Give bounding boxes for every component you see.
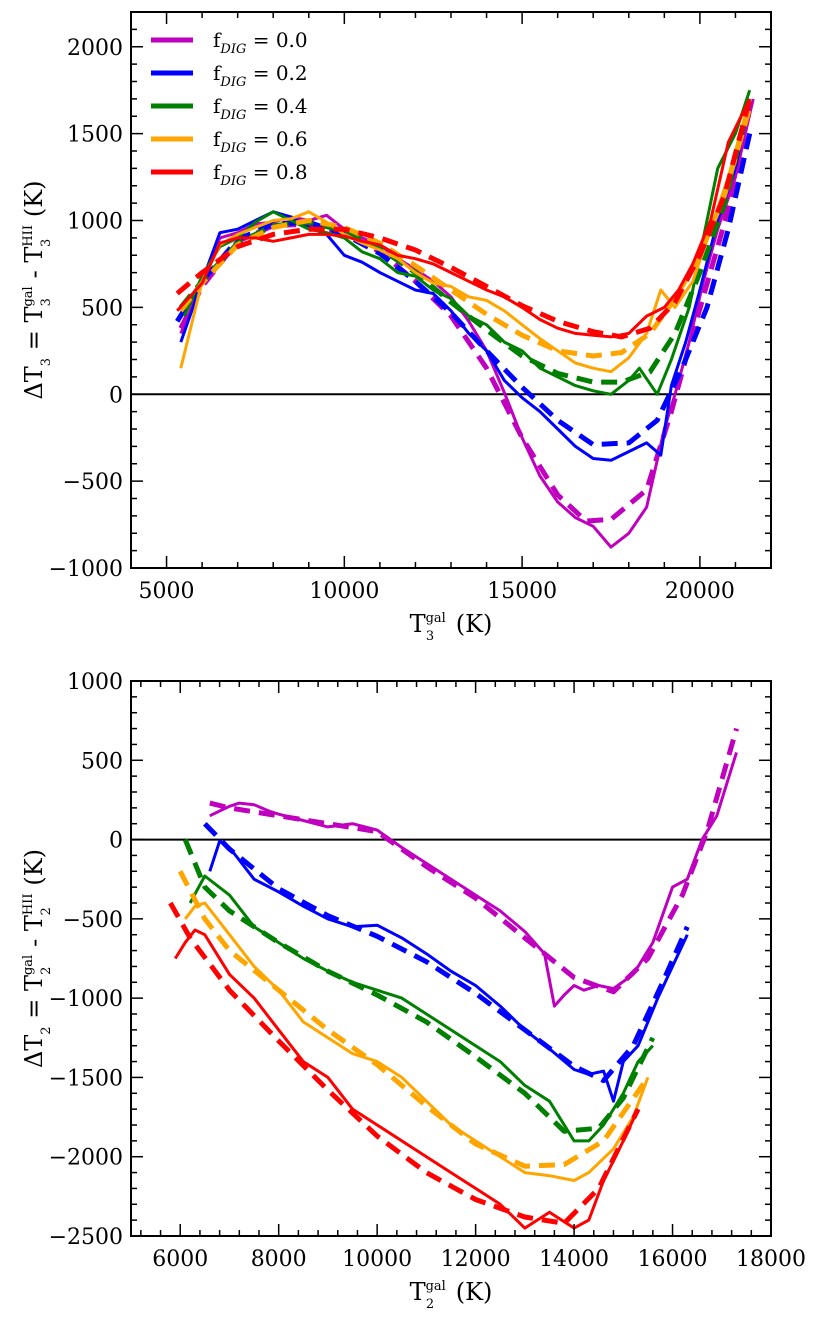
y-tick-label: −2000 (49, 1146, 123, 1171)
y-tick-label: 1500 (67, 123, 123, 148)
x-tick-label: 12000 (441, 1247, 511, 1272)
x-tick-label: 20000 (665, 579, 735, 604)
series-solid-line-3 (179, 98, 752, 374)
legend-label: fDIG = 0.6 (213, 127, 308, 156)
y-tick-label: −500 (63, 908, 123, 933)
y-tick-label: −1000 (49, 987, 123, 1012)
x-tick-label: 8000 (251, 1247, 307, 1272)
series-solid-line-4 (176, 98, 752, 339)
series-dashed-fit-0 (209, 727, 739, 995)
x-tick-label: 10000 (309, 579, 379, 604)
x-axis-label: Tgal 3 (K) (410, 610, 493, 644)
y-tick-label: 1000 (67, 210, 123, 235)
series-dashed-fit-2 (182, 838, 656, 1134)
x-tick-label: 18000 (736, 1247, 806, 1272)
y-tick-label: 2000 (67, 36, 123, 61)
series-dashed-fit-0 (178, 132, 753, 524)
x-tick-label: 5000 (139, 579, 195, 604)
series-dashed-fit-4 (168, 901, 641, 1226)
x-tick-label: 6000 (152, 1247, 208, 1272)
legend-label: fDIG = 0.2 (213, 61, 308, 90)
x-axis-label: Tgal 2 (K) (410, 1278, 493, 1312)
x-tick-label: 15000 (487, 579, 557, 604)
x-tick-label: 16000 (638, 1247, 708, 1272)
y-axis-label: ΔT2 = Tgal 2 - THII 2 (K) (20, 849, 54, 1068)
plot-frame (130, 680, 772, 1237)
series-solid-line-3 (184, 901, 650, 1182)
legend-label: fDIG = 0.4 (213, 94, 308, 123)
legend-label: fDIG = 0.8 (213, 160, 308, 189)
y-axis-label: ΔT3 = Tgal 3 - THII 3 (K) (20, 180, 54, 399)
series-solid-line-1 (179, 98, 752, 462)
chart-bottom: 6000 8000 10000 12000 14000 16000 18000−2500−2… (20, 670, 806, 1312)
y-tick-label: −1000 (49, 557, 123, 582)
y-tick-label: 500 (81, 296, 123, 321)
y-tick-label: 1000 (67, 670, 123, 695)
legend-label: fDIG = 0.0 (213, 28, 308, 57)
x-tick-label: 14000 (539, 1247, 609, 1272)
series-dashed-fit-3 (177, 870, 650, 1169)
x-tick-label: 10000 (342, 1247, 412, 1272)
series-solid-line-1 (208, 839, 689, 1103)
plot-frame (130, 11, 772, 569)
series-solid-line-4 (174, 928, 640, 1230)
y-tick-label: 0 (109, 829, 123, 854)
y-tick-label: −1500 (49, 1066, 123, 1091)
series-solid-line-2 (188, 874, 654, 1143)
y-tick-label: −500 (63, 470, 123, 495)
y-tick-label: 500 (81, 749, 123, 774)
chart-top: 5000 10000 15000 20000 −1000 −500 0 500 1000 1500… (20, 11, 772, 644)
legend: fDIG = 0.0 fDIG = 0.2 fDIG = 0.4 fDIG = 0.6… (151, 28, 308, 189)
series-dashed-fit-4 (175, 98, 753, 340)
y-tick-label: −2500 (49, 1225, 123, 1250)
y-tick-label: 0 (109, 383, 123, 408)
series-solid-line-0 (209, 751, 738, 1008)
series-solid-line-2 (182, 89, 752, 396)
